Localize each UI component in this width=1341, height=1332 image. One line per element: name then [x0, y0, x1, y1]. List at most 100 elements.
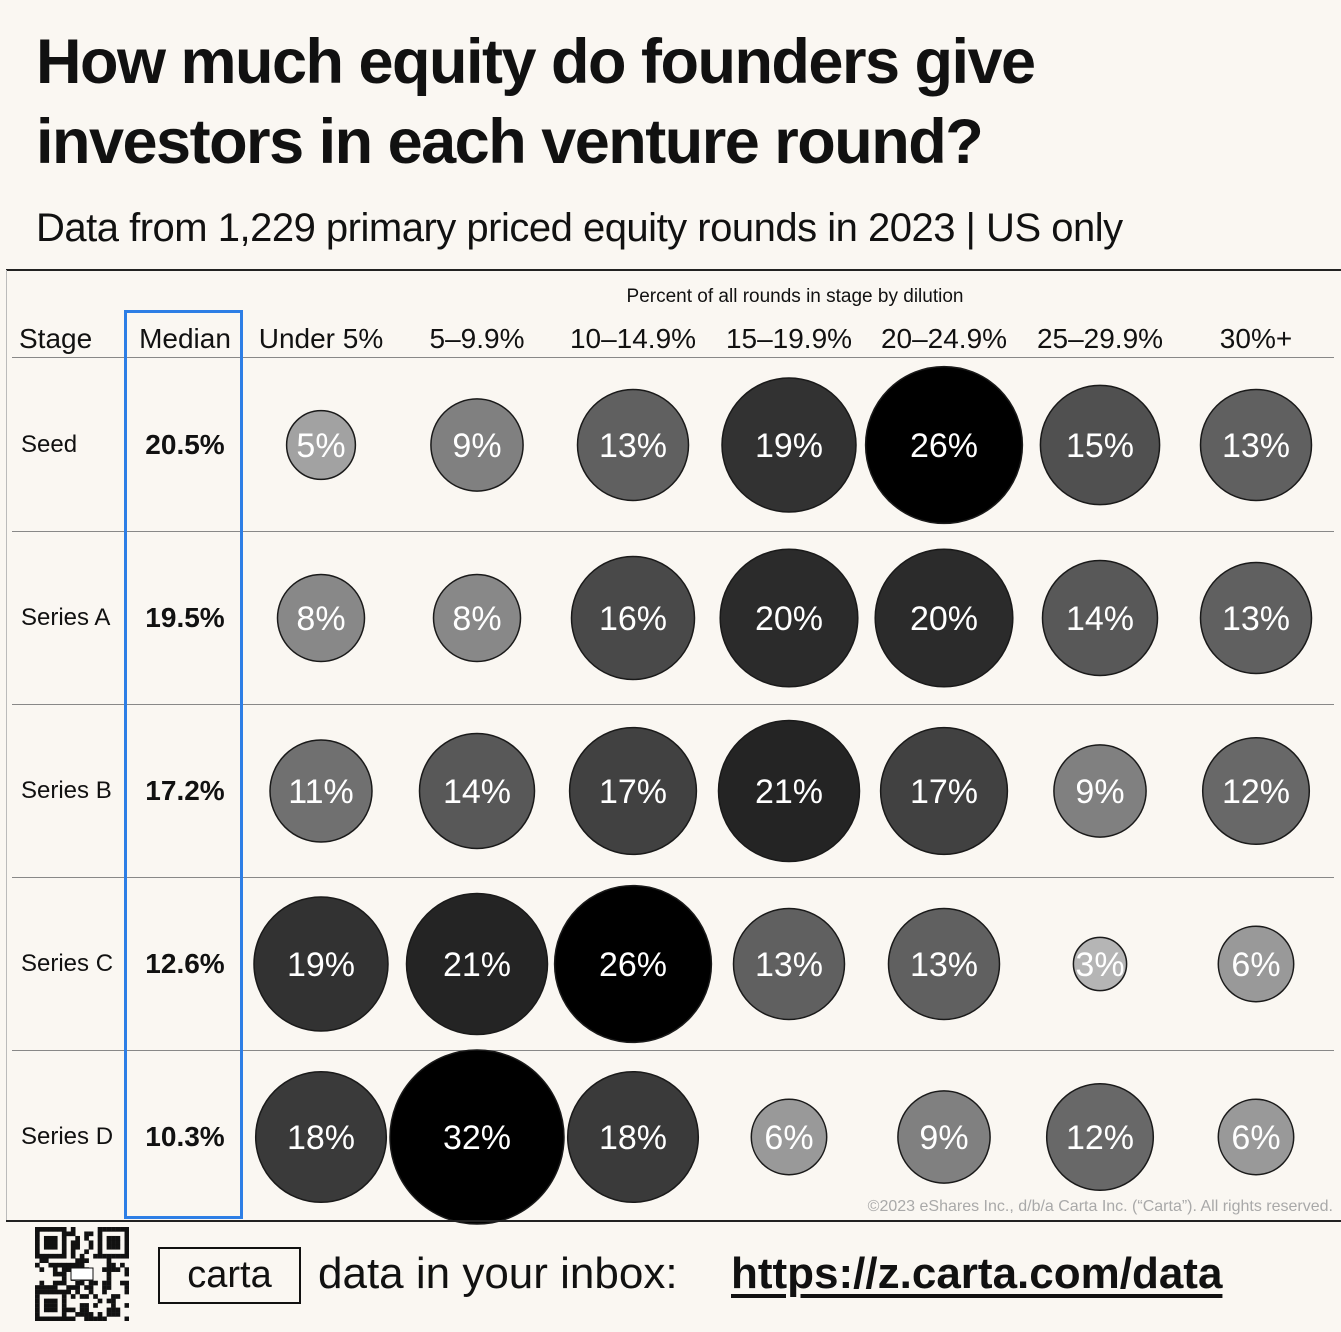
bubble-label: 32% [443, 1119, 511, 1157]
bubble-label: 17% [599, 773, 667, 811]
bubble-label: 26% [599, 946, 667, 984]
bubble [576, 388, 690, 502]
bubble [719, 548, 859, 688]
bubble [1199, 388, 1313, 502]
row-divider [12, 704, 1334, 705]
bubble [253, 896, 389, 1032]
bubble [405, 892, 549, 1036]
bubble-label: 9% [919, 1119, 968, 1157]
bubble-label: 26% [910, 427, 978, 465]
bubble-label: 13% [910, 946, 978, 984]
top-rule [6, 269, 1341, 271]
median-header: Median [139, 323, 231, 354]
bubble-label: 12% [1066, 1119, 1134, 1157]
bubble-label: 19% [287, 946, 355, 984]
newsletter-cta: data in your inbox: [318, 1249, 678, 1298]
median-value: 12.6% [145, 948, 225, 979]
bubble [887, 907, 1001, 1021]
bubble [1217, 1098, 1295, 1176]
bubble [732, 907, 846, 1021]
bubble-label: 3% [1075, 946, 1124, 984]
chart-subtitle: Data from 1,229 primary priced equity ro… [36, 206, 1123, 250]
chart-title: How much equity do founders give investo… [36, 27, 1036, 177]
bubble [1039, 384, 1161, 506]
bubble [717, 719, 861, 863]
column-header-6: 30%+ [1219, 323, 1293, 354]
bubble [1072, 936, 1128, 992]
stage-label: Series D [21, 1123, 114, 1150]
median-value: 19.5% [145, 602, 225, 633]
bubble-label: 16% [599, 600, 667, 638]
bubble [897, 1090, 991, 1184]
bubble [1045, 1082, 1155, 1192]
bubble-label: 13% [1222, 427, 1290, 465]
copyright-notice: ©2023 eShares Inc., d/b/a Carta Inc. (“C… [867, 1198, 1333, 1215]
bubble [430, 398, 524, 492]
bubble-label: 18% [599, 1119, 667, 1157]
bubble [432, 573, 522, 663]
bubble-label: 13% [755, 946, 823, 984]
stage-header: Stage [19, 323, 93, 354]
row-divider [12, 357, 1334, 358]
bubble-label: 20% [755, 600, 823, 638]
bubble [566, 1070, 700, 1204]
stage-label: Series C [21, 950, 114, 977]
bubble [254, 1070, 388, 1204]
bubble-label: 14% [1066, 600, 1134, 638]
bubble-label: 21% [443, 946, 511, 984]
column-header-1: 5–9.9% [429, 323, 525, 354]
bubble-label: 8% [452, 600, 501, 638]
median-highlight-box [124, 310, 243, 1219]
bubble [874, 548, 1014, 688]
bubble [879, 726, 1009, 856]
bubble-label: 6% [1231, 946, 1280, 984]
bubble-label: 13% [599, 427, 667, 465]
bubble [1041, 559, 1159, 677]
bubble [389, 1049, 565, 1225]
bubble-label: 13% [1222, 600, 1290, 638]
column-header-0: Under 5% [258, 323, 384, 354]
bubble-label: 15% [1066, 427, 1134, 465]
column-header-3: 15–19.9% [725, 323, 853, 354]
bubble [864, 365, 1024, 525]
bubble [1201, 736, 1311, 846]
bubble [1053, 744, 1147, 838]
bubble [1199, 561, 1313, 675]
bubble [568, 726, 698, 856]
bubble-label: 5% [296, 427, 345, 465]
columns-supertitle: Percent of all rounds in stage by diluti… [626, 286, 964, 307]
bubble-label: 19% [755, 427, 823, 465]
bubble [721, 377, 857, 513]
column-header-4: 20–24.9% [880, 323, 1008, 354]
median-value: 17.2% [145, 775, 225, 806]
bubble [418, 732, 536, 850]
row-divider [12, 531, 1334, 532]
column-header-5: 25–29.9% [1036, 323, 1164, 354]
bubble [285, 409, 357, 481]
bubble [570, 555, 696, 681]
bubble-label: 21% [755, 773, 823, 811]
stage-label: Series A [21, 604, 111, 631]
carta-logo: carta [158, 1247, 301, 1304]
bubble [1217, 925, 1295, 1003]
qr-code-icon[interactable] [35, 1227, 129, 1321]
stage-label: Seed [21, 431, 78, 458]
median-value: 10.3% [145, 1121, 225, 1152]
bubble-label: 17% [910, 773, 978, 811]
bubble [750, 1098, 828, 1176]
bubble-label: 14% [443, 773, 511, 811]
bubble-label: 11% [288, 773, 354, 811]
column-header-2: 10–14.9% [569, 323, 697, 354]
left-border [6, 270, 7, 1222]
bubble-label: 6% [764, 1119, 813, 1157]
bubble-label: 20% [910, 600, 978, 638]
bubble-label: 9% [452, 427, 501, 465]
bubble-label: 6% [1231, 1119, 1280, 1157]
bubble-label: 9% [1075, 773, 1124, 811]
bottom-rule [6, 1220, 1341, 1222]
bubble [276, 573, 366, 663]
stage-label: Series B [21, 777, 112, 804]
newsletter-link[interactable]: https://z.carta.com/data [731, 1249, 1223, 1298]
row-divider [12, 877, 1334, 878]
